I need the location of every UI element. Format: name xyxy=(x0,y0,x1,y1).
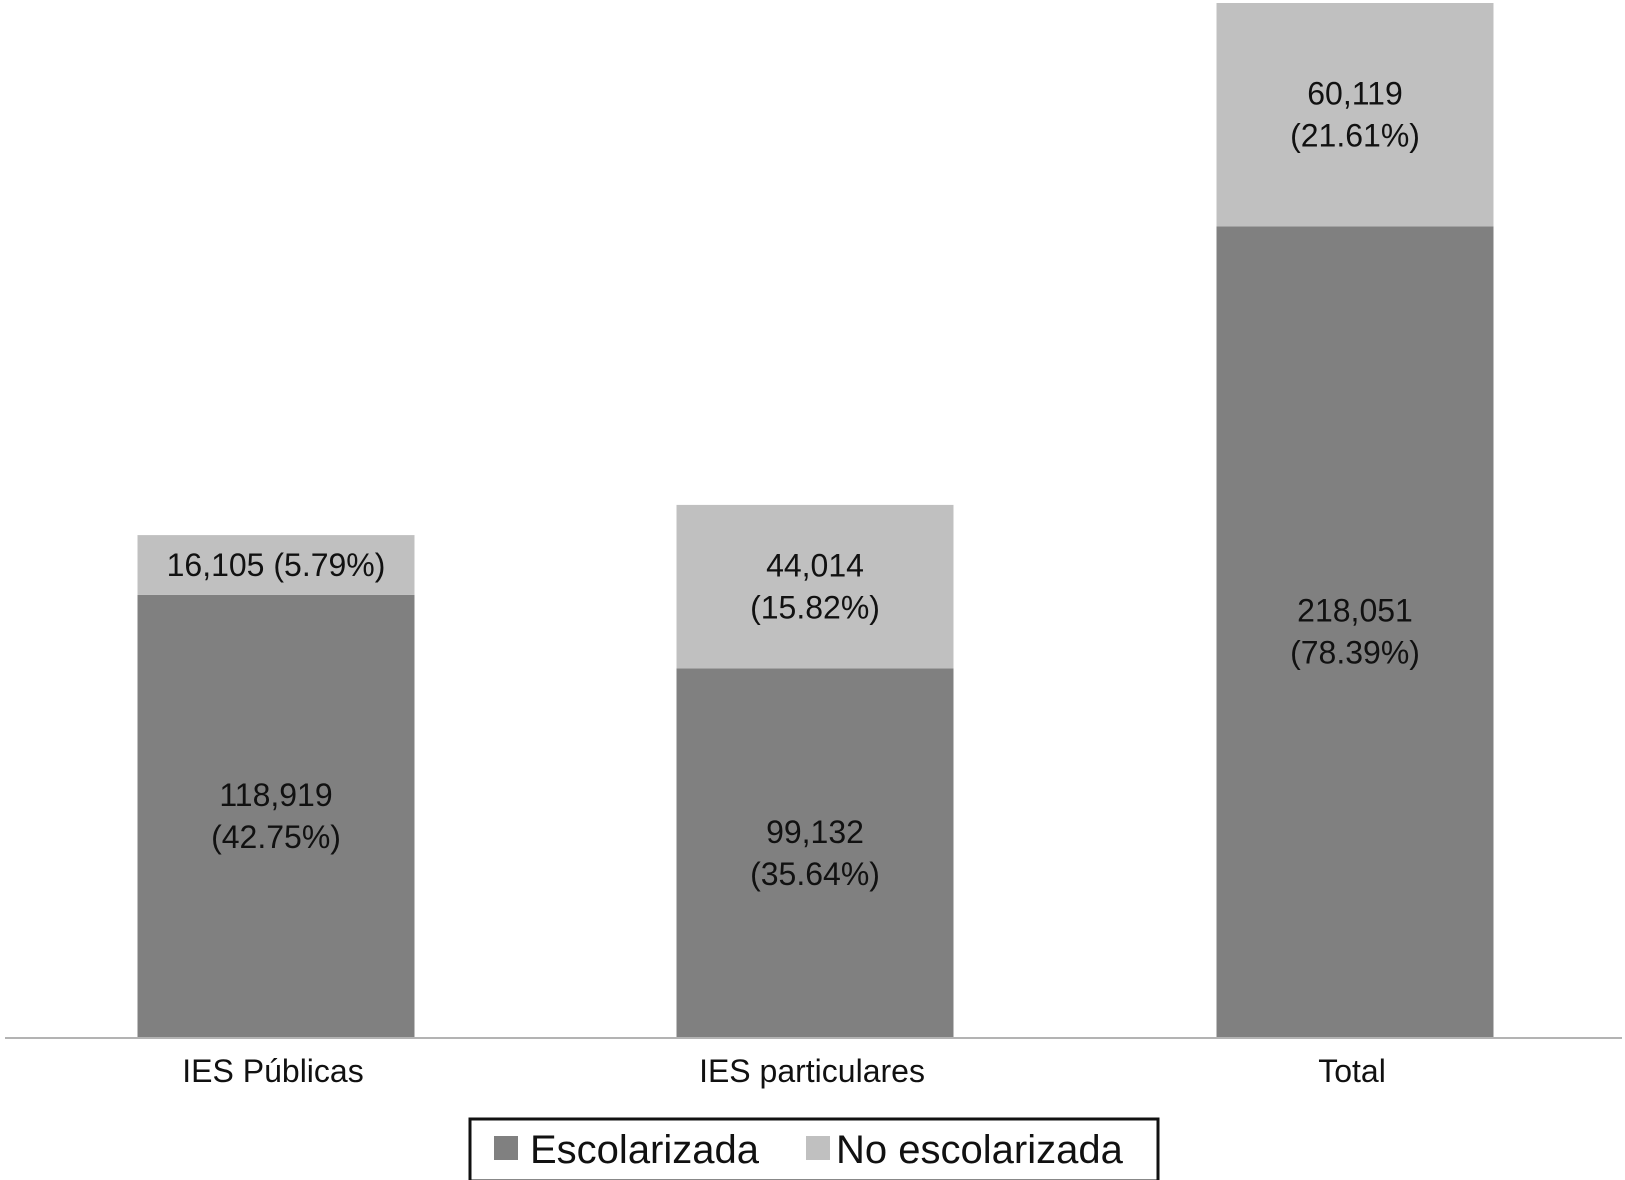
category-label-ies-publicas: IES Públicas xyxy=(182,1053,363,1089)
bar-segment-no-escolarizada-ies-publicas xyxy=(137,535,415,595)
legend-swatch-no-escolarizada xyxy=(806,1136,830,1160)
bars-group xyxy=(137,3,1494,1037)
data-label-no-escolarizada-ies-particulares: 44,014 (15.82%) xyxy=(750,548,880,626)
segment-labels-group: 118,919 (42.75%) 16,105 (5.79%) 99,132 (35.6… xyxy=(167,76,1420,892)
data-label-no-escolarizada-ies-publicas: 16,105 (5.79%) xyxy=(167,547,386,583)
data-label-escolarizada-ies-particulares: 99,132 (35.64%) xyxy=(750,814,880,892)
category-label-total: Total xyxy=(1318,1053,1386,1089)
bar-segment-escolarizada-ies-publicas xyxy=(137,594,415,1037)
legend: Escolarizada No escolarizada xyxy=(468,1117,1160,1180)
data-label-escolarizada-total: 218,051 (78.39%) xyxy=(1290,593,1420,671)
category-label-ies-particulares: IES particulares xyxy=(699,1053,925,1089)
bar-segment-escolarizada-ies-particulares xyxy=(676,668,954,1037)
legend-label-escolarizada: Escolarizada xyxy=(530,1128,760,1172)
data-label-escolarizada-ies-publicas: 118,919 (42.75%) xyxy=(211,777,341,855)
bar-segment-escolarizada-total xyxy=(1216,226,1494,1037)
bar-segment-no-escolarizada-ies-particulares xyxy=(676,504,954,669)
category-labels-group: IES Públicas IES particulares Total xyxy=(182,1053,1386,1089)
legend-swatch-escolarizada xyxy=(494,1136,518,1160)
data-label-no-escolarizada-total: 60,119 (21.61%) xyxy=(1290,76,1420,154)
legend-label-no-escolarizada: No escolarizada xyxy=(836,1128,1124,1172)
bar-segment-no-escolarizada-total xyxy=(1216,3,1494,227)
